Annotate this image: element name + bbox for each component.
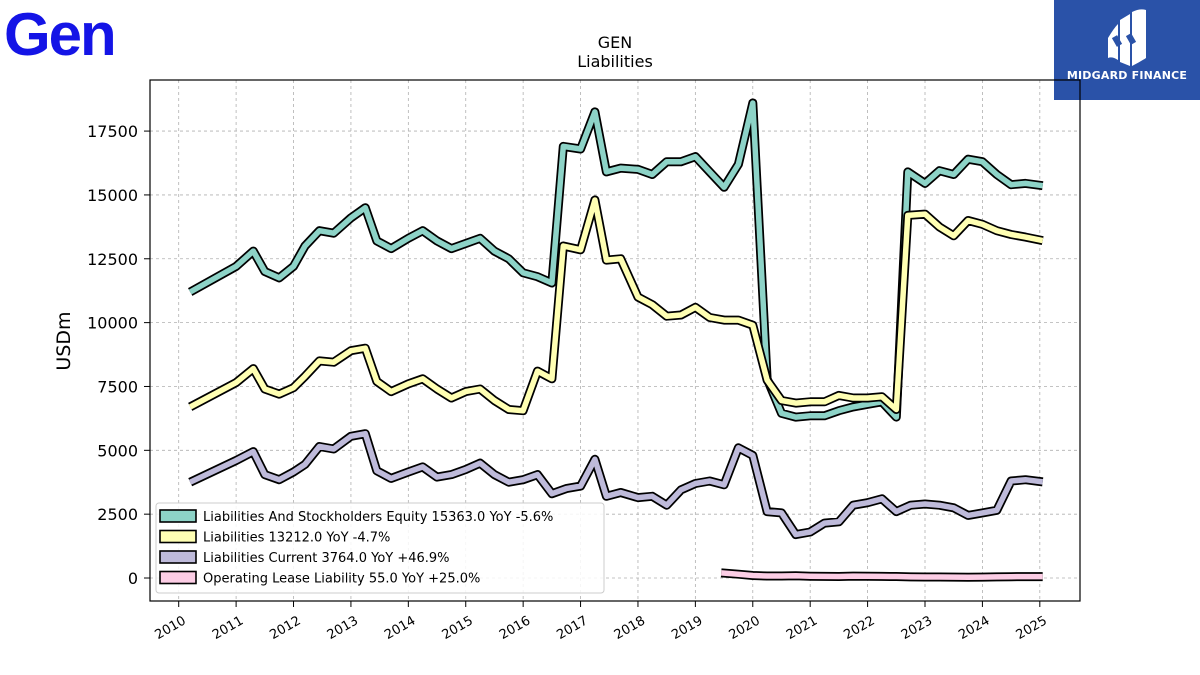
x-tick-label: 2024 — [956, 613, 992, 643]
x-tick-label: 2019 — [669, 613, 705, 643]
chart-subtitle: Liabilities — [577, 52, 653, 71]
y-tick-label: 0 — [128, 569, 138, 588]
x-tick-label: 2017 — [554, 613, 590, 643]
x-tick-label: 2016 — [497, 613, 533, 643]
legend-label: Operating Lease Liability 55.0 YoY +25.0… — [203, 572, 480, 587]
midgard-emblem-icon — [1108, 9, 1146, 67]
x-tick-label: 2018 — [612, 613, 648, 643]
series-line-3 — [720, 570, 1043, 580]
legend-label: Liabilities And Stockholders Equity 1536… — [203, 510, 553, 525]
y-tick-label: 15000 — [87, 186, 138, 205]
legend-swatch — [159, 509, 197, 523]
x-tick-label: 2014 — [382, 613, 418, 643]
legend-swatch — [159, 570, 197, 585]
legend-swatch — [159, 529, 197, 544]
x-tick-label: 2020 — [727, 613, 763, 643]
y-tick-label: 2500 — [97, 505, 138, 524]
legend-label: Liabilities Current 3764.0 YoY +46.9% — [203, 551, 450, 566]
series-layer — [188, 98, 1044, 582]
gen-logo-text: Gen — [4, 1, 117, 68]
midgard-finance-badge: MIDGARD FINANCE — [1054, 0, 1200, 100]
y-tick-label: 12500 — [87, 250, 138, 269]
x-tick-label: 2015 — [440, 613, 476, 643]
x-tick-label: 2012 — [267, 613, 303, 643]
legend-label: Liabilities 13212.0 YoY -4.7% — [203, 531, 390, 546]
y-tick-label: 10000 — [87, 314, 138, 333]
midgard-finance-label: MIDGARD FINANCE — [1066, 69, 1188, 82]
series-line-2 — [189, 430, 1044, 538]
x-tick-label: 2022 — [841, 613, 877, 643]
x-tick-label: 2025 — [1014, 613, 1050, 643]
y-tick-label: 5000 — [97, 441, 138, 460]
legend-box — [155, 502, 605, 594]
x-tick-label: 2023 — [899, 613, 935, 643]
y-axis-label: USDm — [53, 311, 75, 370]
y-tick-label: 7500 — [97, 377, 138, 396]
plot-frame — [149, 79, 1081, 602]
y-tick-label: 17500 — [87, 122, 138, 141]
x-tick-label: 2021 — [784, 613, 820, 643]
gen-logo: Gen™ — [4, 0, 123, 71]
legend-swatch — [159, 550, 197, 564]
chart-title: GEN — [598, 33, 632, 52]
series-line-1 — [188, 197, 1044, 414]
x-tick-label: 2010 — [153, 613, 189, 643]
legend: Liabilities And Stockholders Equity 1536… — [155, 502, 605, 594]
x-tick-label: 2013 — [325, 613, 361, 643]
x-tick-label: 2011 — [210, 613, 246, 643]
